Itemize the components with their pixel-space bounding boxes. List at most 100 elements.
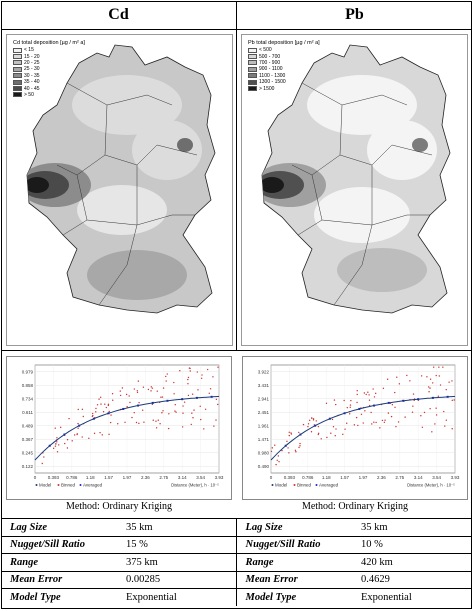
binned-point <box>317 425 320 428</box>
x-axis-caption: Distance (Meter), h · 10⁻⁵ <box>407 483 455 488</box>
pb-map-panel: Pb total deposition [µg / m² a] < 500 500… <box>241 34 468 346</box>
pb-border-6 <box>297 219 323 236</box>
binned-point <box>320 438 322 440</box>
binned-point <box>99 396 102 399</box>
param-pb-value: Exponential <box>352 588 472 606</box>
binned-point <box>209 388 212 390</box>
binned-point <box>173 393 175 395</box>
binned-point <box>276 459 278 461</box>
y-tick-label: 2.941 <box>258 396 270 401</box>
binned-point <box>135 421 138 424</box>
y-tick-label: 0.489 <box>22 423 34 428</box>
binned-point <box>372 388 374 390</box>
binned-point <box>165 380 167 382</box>
binned-point <box>379 427 381 429</box>
binned-point <box>387 412 390 414</box>
model-curve <box>270 395 456 461</box>
binned-point <box>71 440 73 442</box>
pb-zone-ruhr-core <box>262 177 284 193</box>
binned-point <box>331 418 334 421</box>
binned-point <box>445 419 448 421</box>
pb-legend-item: > 1500 <box>248 85 320 92</box>
binned-point <box>349 404 352 406</box>
legend-label: Binned <box>61 483 76 488</box>
binned-point <box>396 376 398 378</box>
binned-point <box>182 405 184 407</box>
x-tick-label: 2.36 <box>377 475 386 480</box>
binned-point <box>95 411 97 413</box>
binned-point <box>98 398 100 400</box>
binned-point <box>43 456 45 458</box>
binned-point <box>437 395 440 397</box>
pb-legend-label: < 500 <box>259 47 272 54</box>
cd-legend-swatch <box>13 54 22 60</box>
cd-legend-item: 30 - 35 <box>13 73 85 79</box>
binned-point <box>287 447 289 449</box>
binned-point <box>187 394 190 397</box>
cd-method-label: Method: Ordinary Kriging <box>65 501 173 512</box>
binned-point <box>271 447 274 449</box>
binned-point <box>41 462 43 465</box>
binned-point <box>124 421 126 423</box>
pb-legend-item: 1100 - 1300 <box>248 73 320 79</box>
pb-legend-swatch <box>248 79 257 85</box>
binned-point <box>307 423 310 425</box>
pb-border-2 <box>291 104 343 176</box>
binned-point <box>438 375 440 377</box>
binned-point <box>160 396 162 398</box>
y-tick-label: 0.980 <box>258 450 270 455</box>
binned-point <box>192 417 194 419</box>
pb-zone-north <box>307 75 417 135</box>
x-tick-label: 1.18 <box>86 475 95 480</box>
binned-point <box>66 439 69 441</box>
binned-point <box>187 376 190 379</box>
binned-point <box>73 434 76 436</box>
table-row: Lag Size 35 km Lag Size 35 km <box>1 518 472 536</box>
pb-header-text: Pb <box>345 6 364 23</box>
binned-point <box>173 381 175 384</box>
model-curve <box>34 395 220 461</box>
cd-legend-label: 20 - 25 <box>24 59 40 66</box>
binned-point <box>360 413 363 415</box>
binned-point <box>274 444 276 446</box>
pb-map <box>261 44 451 314</box>
binned-point <box>126 406 128 408</box>
cd-legend-title: Cd total deposition [µg / m² a] <box>13 40 85 46</box>
binned-point <box>76 433 78 436</box>
binned-point <box>201 374 203 376</box>
binned-point <box>93 432 96 435</box>
binned-point <box>152 419 154 421</box>
pb-deposition-zones <box>262 75 437 292</box>
binned-point <box>136 391 139 394</box>
pb-legend-swatch <box>248 86 257 92</box>
cd-legend-item: > 50 <box>13 92 85 98</box>
pb-variogram-box: 3.922 3.431 2.941 2.451 1.961 1.471 0.980 0.490… <box>242 356 468 500</box>
binned-point <box>108 410 110 413</box>
binned-point <box>432 366 435 368</box>
binned-point <box>398 383 401 385</box>
pb-zone-center <box>314 187 410 243</box>
param-label: Model Type <box>1 588 117 606</box>
binned-point <box>356 393 358 396</box>
binned-point <box>217 366 219 368</box>
x-axis-caption: Distance (Meter), h · 10⁻⁵ <box>171 483 219 488</box>
binned-point <box>444 425 446 427</box>
binned-point <box>138 401 140 404</box>
binned-point <box>382 387 385 390</box>
x-tick-label: 1.97 <box>359 475 368 480</box>
cd-legend-swatch <box>13 66 22 72</box>
y-tick-label: 3.922 <box>258 369 270 374</box>
binned-point <box>215 419 217 421</box>
pb-legend-item: 700 - 900 <box>248 60 320 66</box>
table-row: Range 375 km Range 420 km <box>1 553 472 571</box>
param-pb-value: 10 % <box>352 535 472 554</box>
cd-legend-item: 15 - 20 <box>13 53 85 60</box>
binned-point <box>155 427 158 429</box>
param-cd-value: 375 km <box>117 553 236 571</box>
binned-point <box>147 388 150 391</box>
x-tick-label: 3.54 <box>432 475 441 480</box>
cd-legend-label: 40 - 45 <box>24 85 40 92</box>
param-cd-value: 35 km <box>117 518 236 536</box>
binned-point <box>174 404 176 406</box>
variogram-parameter-table: Lag Size 35 km Lag Size 35 km Nugget/Sil… <box>1 518 472 606</box>
